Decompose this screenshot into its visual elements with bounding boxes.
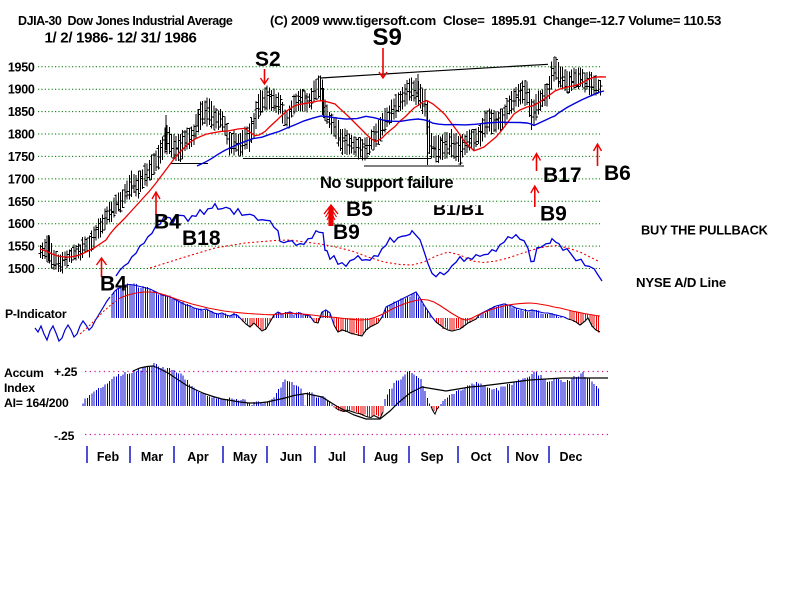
svg-text:P-Indicator: P-Indicator (5, 307, 67, 321)
svg-text:S2: S2 (255, 48, 281, 71)
svg-text:(C) 2009 www.tigersoft.com: (C) 2009 www.tigersoft.com (270, 13, 436, 28)
svg-text:AI= 164/200: AI= 164/200 (4, 396, 69, 410)
svg-text:DJIA-30 Dow Jones Industrial: DJIA-30 Dow Jones Industrial Average (18, 14, 233, 28)
svg-text:B4: B4 (100, 273, 127, 296)
svg-text:B4: B4 (154, 211, 181, 234)
svg-text:NYSE A/D Line: NYSE A/D Line (636, 275, 726, 290)
svg-text:Sep: Sep (421, 450, 444, 464)
svg-text:Nov: Nov (515, 450, 539, 464)
svg-text:1/ 2/ 1986- 12/ 31/ 1986: 1/ 2/ 1986- 12/ 31/ 1986 (45, 30, 197, 47)
svg-text:B9: B9 (333, 221, 360, 244)
svg-text:1850: 1850 (8, 105, 35, 119)
svg-text:1800: 1800 (8, 128, 35, 142)
svg-text:+.25: +.25 (54, 365, 78, 379)
svg-text:Jul: Jul (328, 450, 346, 464)
svg-text:1550: 1550 (8, 240, 35, 254)
svg-text:Index: Index (4, 381, 35, 395)
svg-text:1650: 1650 (8, 195, 35, 209)
svg-text:B18: B18 (182, 227, 221, 250)
svg-text:1500: 1500 (8, 262, 35, 276)
svg-text:1900: 1900 (8, 83, 35, 97)
svg-text:1750: 1750 (8, 150, 35, 164)
svg-text:Apr: Apr (187, 450, 209, 464)
svg-text:-.25: -.25 (54, 429, 75, 443)
svg-text:Jun: Jun (280, 450, 302, 464)
svg-text:No support failure: No support failure (320, 174, 453, 192)
svg-text:1950: 1950 (8, 60, 35, 74)
svg-text:Oct: Oct (471, 450, 493, 464)
svg-text:1600: 1600 (8, 217, 35, 231)
svg-text:May: May (233, 450, 257, 464)
svg-text:Aug: Aug (374, 450, 398, 464)
svg-text:B5: B5 (346, 198, 373, 221)
svg-text:S9: S9 (373, 24, 402, 51)
svg-text:Feb: Feb (97, 450, 120, 464)
svg-text:Mar: Mar (141, 450, 163, 464)
svg-text:Accum: Accum (4, 366, 44, 380)
svg-text:1700: 1700 (8, 172, 35, 186)
svg-text:B9: B9 (540, 203, 567, 226)
svg-text:B6: B6 (604, 162, 631, 185)
svg-text:Close= 1895.91 Change=-12.7: Close= 1895.91 Change=-12.7 Volume= 110.… (443, 13, 721, 28)
svg-text:Dec: Dec (560, 450, 583, 464)
svg-text:BUY THE PULLBACK: BUY THE PULLBACK (641, 223, 769, 238)
svg-text:B17: B17 (543, 164, 582, 187)
